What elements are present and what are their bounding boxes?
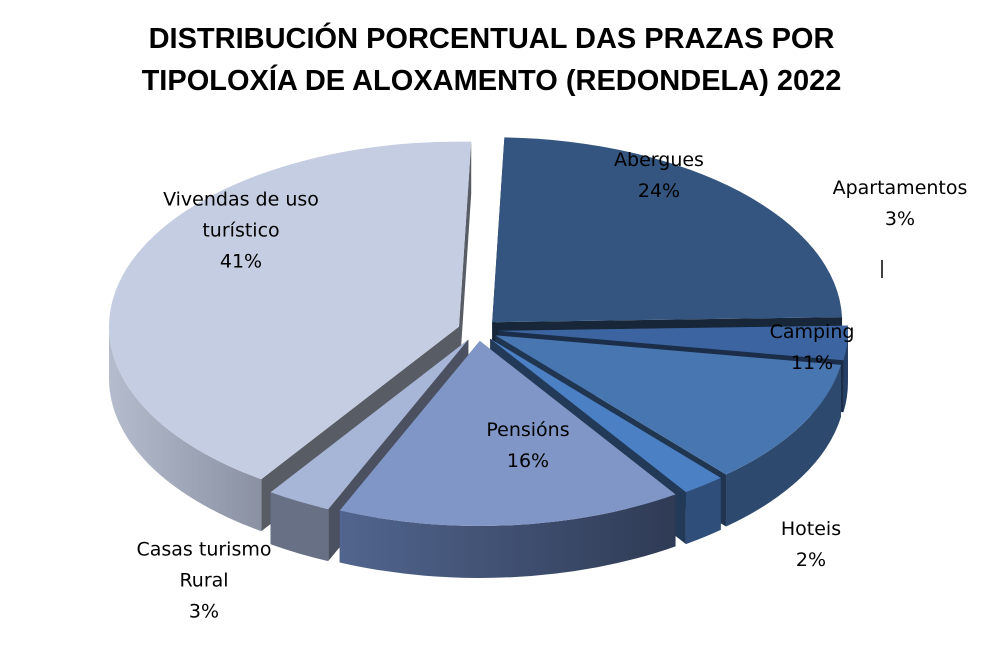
slice-top: [339, 340, 676, 526]
slice-category-label: Hoteis: [781, 518, 841, 540]
slice-category-label: Abergues: [614, 149, 704, 171]
slice-value-label: 41%: [220, 251, 262, 273]
labels-layer: Abergues 24% Apartamentos 3% Camping 11% Hotei…: [136, 149, 967, 623]
slice-side: [109, 326, 262, 532]
slice-category-label: Vivendas de uso: [163, 189, 319, 211]
slice-wall: [459, 141, 472, 379]
slice-top: [270, 339, 469, 510]
slice-category-label: Casas turismo: [136, 539, 271, 561]
slice-side: [270, 492, 329, 562]
slice-value-label: 11%: [791, 352, 833, 374]
chart-title-line-2: TIPOLOXÍA DE ALOXAMENTO (REDONDELA) 2022: [141, 65, 842, 97]
slice-top: [492, 137, 843, 323]
slice-value-label: 3%: [885, 208, 915, 230]
slice-category-label: Apartamentos: [833, 177, 968, 199]
slice-side: [685, 477, 721, 545]
slices-layer: [109, 137, 848, 578]
slice-top: [490, 338, 721, 493]
slice-top: [109, 141, 472, 480]
slice-category-label: Camping: [770, 321, 855, 343]
slice-side: [843, 330, 848, 413]
slice-side: [339, 494, 676, 578]
slice-value-label: 2%: [796, 549, 826, 571]
slice-category-label: Rural: [179, 570, 228, 592]
chart-title: DISTRIBUCIÓN PORCENTUAL DAS PRAZAS POR T…: [0, 18, 983, 102]
slice-side: [726, 364, 841, 527]
slice-value-label: 3%: [189, 601, 219, 623]
pie-slice-pensi-ns: [339, 340, 676, 578]
slice-category-label: Pensións: [486, 419, 569, 441]
slice-category-label: turístico: [202, 220, 279, 242]
slice-value-label: 24%: [638, 180, 680, 202]
slice-value-label: 16%: [507, 450, 549, 472]
slice-top: [495, 335, 841, 475]
chart-title-line-1: DISTRIBUCIÓN PORCENTUAL DAS PRAZAS POR: [148, 23, 835, 55]
slice-top: [497, 325, 848, 361]
